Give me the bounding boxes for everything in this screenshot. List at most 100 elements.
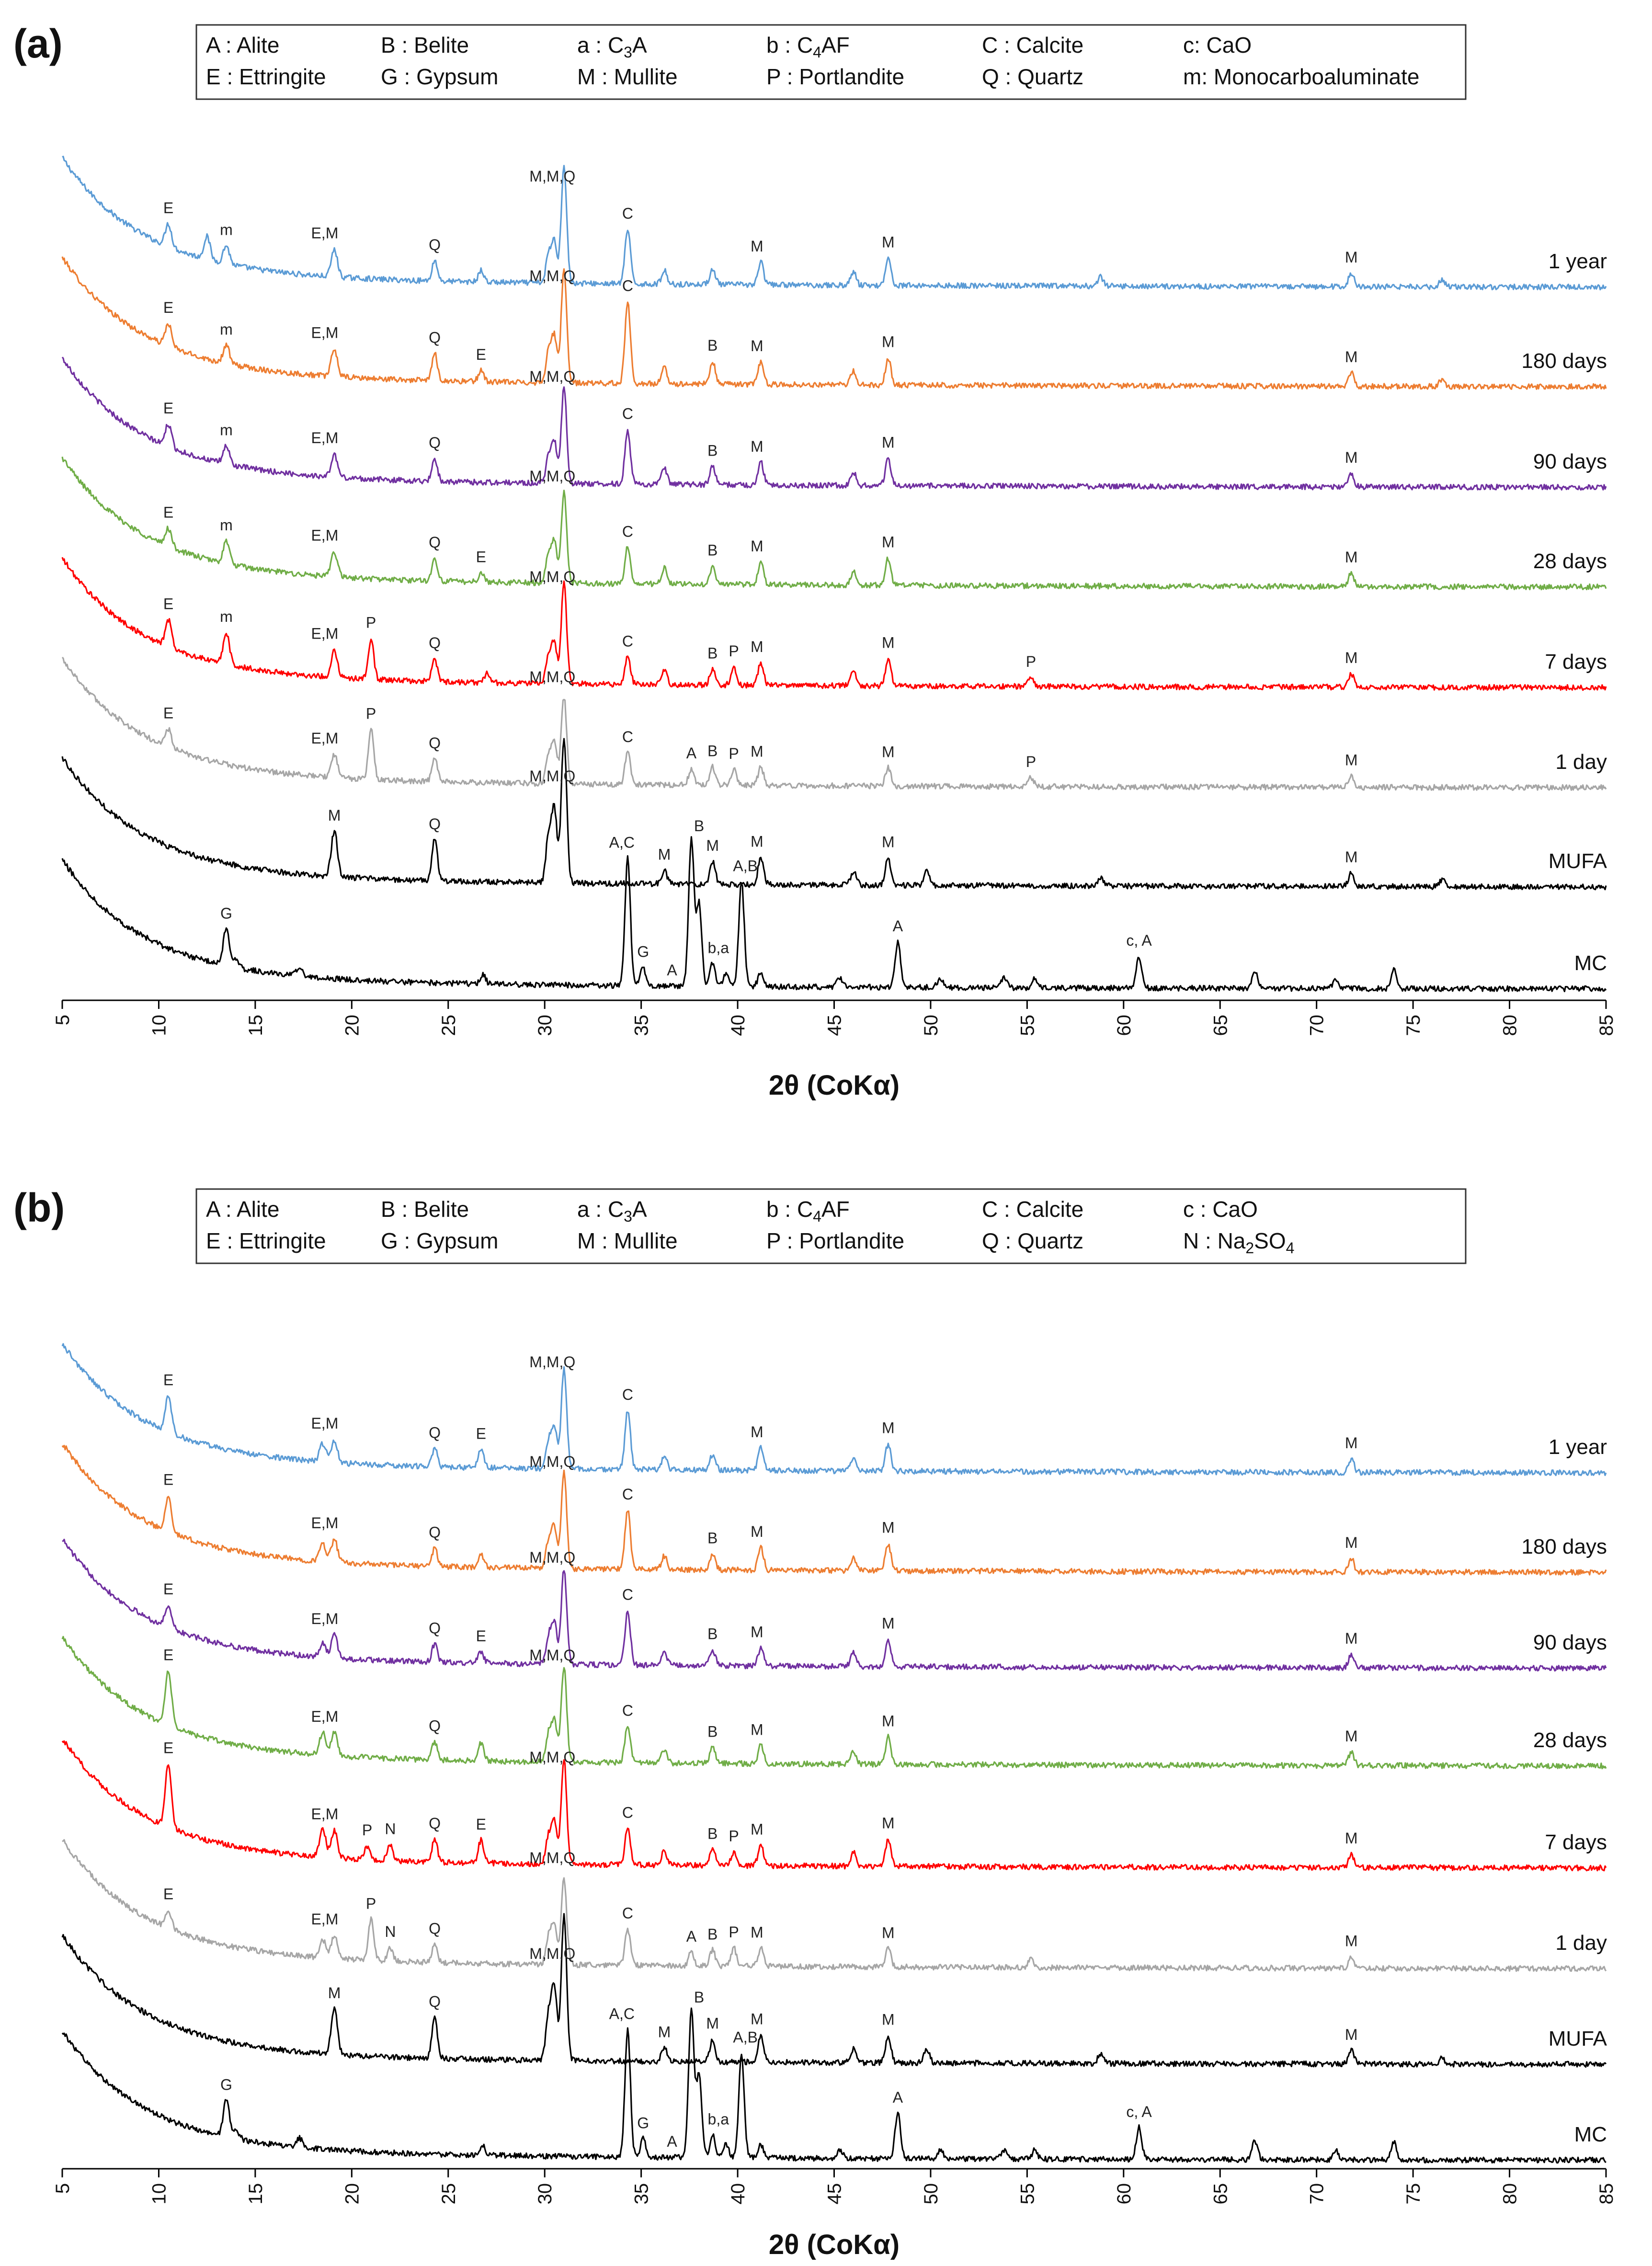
peak-label: C [622, 1804, 633, 1821]
peak-label: M [751, 833, 763, 850]
peak-label: A,B [733, 2029, 758, 2046]
peak-label: A [667, 961, 677, 979]
legend-entry: m: Monocarboaluminate [1183, 64, 1419, 89]
peak-label: M [751, 1821, 763, 1838]
peak-label: M [658, 2024, 671, 2041]
x-tick-label: 85 [1596, 2183, 1617, 2205]
peak-label: Q [429, 815, 441, 833]
peak-label: E [163, 1646, 173, 1663]
peak-label: b,a [708, 939, 729, 956]
peak-label: E,M [311, 1415, 338, 1432]
legend-entry: G : Gypsum [381, 1228, 498, 1253]
series-line [61, 1913, 1607, 2068]
peak-label: E [163, 299, 173, 316]
peak-label: G [637, 943, 649, 961]
peak-label: M [658, 846, 671, 863]
peak-label: B [707, 1529, 718, 1546]
peak-label: A,B [733, 858, 758, 875]
x-tick-label: 10 [148, 2183, 170, 2205]
x-tick-label: 45 [824, 1015, 845, 1036]
x-tick-label: 80 [1500, 1015, 1521, 1036]
x-tick-label: 20 [342, 1015, 363, 1036]
peak-label: M [882, 1815, 895, 1832]
peak-label: A [667, 2133, 677, 2150]
peak-label: N [385, 1923, 396, 1940]
legend-entry: M : Mullite [577, 1228, 678, 1253]
peak-label: M [751, 438, 763, 455]
peak-label: P [366, 614, 376, 631]
peak-label: M [751, 538, 763, 555]
legend-entry: C : Calcite [982, 1197, 1083, 1222]
x-tick-label: 35 [631, 2183, 652, 2205]
peak-label: G [220, 904, 232, 922]
peak-label: C [622, 1904, 633, 1922]
peak-label: A [893, 917, 903, 935]
peak-label: C [622, 277, 633, 294]
legend-entry: E : Ettringite [206, 64, 326, 89]
peak-label: E [163, 1371, 173, 1388]
peak-label: A [893, 2089, 903, 2106]
peak-label: P [729, 745, 739, 762]
peak-label: C [622, 405, 633, 422]
peak-label: B [707, 1925, 718, 1943]
series-label: 7 days [1545, 1831, 1607, 1854]
peak-label: M [1345, 1728, 1358, 1745]
peak-label: E [476, 1425, 486, 1442]
peak-label: M [1345, 2026, 1358, 2043]
series-line [61, 738, 1607, 891]
peak-label: m [220, 608, 233, 625]
peak-label: E,M [311, 324, 338, 342]
x-tick-label: 25 [438, 2183, 459, 2205]
x-axis-title: 2θ (CoKα) [769, 1070, 900, 1101]
peak-label: M [1345, 549, 1358, 566]
peak-label: M [882, 1615, 895, 1632]
peak-label: E,M [311, 1911, 338, 1928]
legend-entry: b : C4​AF [766, 33, 850, 61]
peak-label: M [882, 234, 895, 251]
peak-label: M,M,Q [529, 1647, 575, 1664]
peak-label: C [622, 205, 633, 222]
legend-entry: B : Belite [381, 33, 469, 57]
legend-entry: a : C3​A [577, 33, 647, 61]
x-tick-label: 40 [728, 1015, 749, 1036]
series-line [61, 356, 1607, 491]
peak-label: E [476, 1627, 486, 1645]
peak-label: Q [429, 329, 441, 346]
x-tick-label: 75 [1403, 2183, 1424, 2205]
peak-label: E,M [311, 429, 338, 446]
peak-label: E [163, 1739, 173, 1756]
peak-label: m [220, 320, 233, 338]
peak-label: M [1345, 1534, 1358, 1551]
peak-label: E [163, 1580, 173, 1598]
peak-label: B [694, 1989, 704, 2006]
legend-entry: P : Portlandite [766, 64, 904, 89]
peak-label: B [694, 817, 704, 835]
peak-label: E [163, 504, 173, 521]
peak-label: G [220, 2076, 232, 2093]
peak-label: M [1345, 1933, 1358, 1950]
peak-label: Q [429, 1815, 441, 1832]
x-tick-label: 70 [1307, 2183, 1328, 2205]
peak-label: E,M [311, 1708, 338, 1725]
series-label: MUFA [1549, 2027, 1607, 2050]
peak-label: B [707, 644, 718, 662]
series-label: 180 days [1521, 349, 1607, 373]
x-tick-label: 50 [921, 1015, 942, 1036]
peak-label: P [1026, 653, 1036, 670]
peak-label: M [751, 638, 763, 655]
x-axis-title: 2θ (CoKα) [769, 2229, 900, 2260]
peak-label: M [882, 744, 895, 761]
peak-label: m [220, 516, 233, 534]
peak-label: C [622, 1386, 633, 1403]
peak-label: M,M,Q [529, 668, 575, 686]
peak-label: A [686, 744, 697, 762]
peak-label: B [707, 1625, 718, 1642]
peak-label: Q [429, 236, 441, 253]
peak-label: M [1345, 1830, 1358, 1847]
peak-label: Q [429, 434, 441, 451]
x-tick-label: 35 [631, 1015, 652, 1036]
series-label: 180 days [1521, 1535, 1607, 1558]
x-tick-label: 65 [1210, 2183, 1231, 2205]
peak-label: M [706, 837, 719, 854]
